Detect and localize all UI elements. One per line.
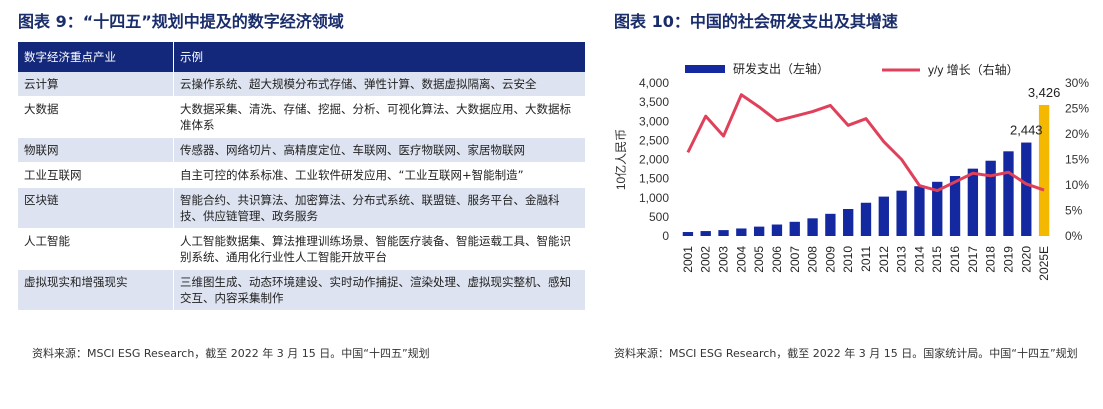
bar bbox=[949, 176, 961, 236]
bar bbox=[1003, 151, 1014, 236]
examples-cell: 传感器、网络切片、高精度定位、车联网、医疗物联网、家居物联网 bbox=[173, 137, 585, 163]
y-tick-label: 1,500 bbox=[639, 172, 669, 186]
bar bbox=[843, 208, 854, 236]
y2-tick-label: 25% bbox=[1065, 102, 1089, 116]
legend-label-bar: 研发支出（左轴） bbox=[733, 61, 829, 76]
x-tick-label: 2004 bbox=[734, 246, 748, 273]
examples-cell: 大数据采集、清洗、存储、挖掘、分析、可视化算法、大数据应用、大数据标准体系 bbox=[173, 96, 585, 138]
legend-swatch-bar bbox=[685, 65, 725, 73]
industry-cell: 人工智能 bbox=[18, 228, 174, 270]
examples-cell: 智能合约、共识算法、加密算法、分布式系统、联盟链、服务平台、金融科技、供应链管理… bbox=[173, 187, 585, 229]
x-tick-label: 2019 bbox=[1001, 246, 1015, 273]
examples-cell: 三维图生成、动态环境建设、实时动作捕捉、渲染处理、虚拟现实整机、感知交互、内容采… bbox=[173, 269, 585, 311]
y2-tick-label: 10% bbox=[1065, 178, 1089, 192]
y2-tick-label: 30% bbox=[1065, 76, 1089, 90]
x-tick-label: 2003 bbox=[717, 246, 731, 273]
left-source-note: 资料来源：MSCI ESG Research，截至 2022 年 3 月 15 … bbox=[32, 347, 430, 360]
x-tick-label: 2006 bbox=[770, 246, 784, 273]
y-axis-label: 10亿人民币 bbox=[613, 129, 628, 190]
x-tick-label: 2010 bbox=[841, 246, 855, 273]
left-figure-title: 图表 9：“十四五”规划中提及的数字经济领域 bbox=[18, 12, 344, 31]
bar bbox=[789, 221, 800, 236]
bar bbox=[860, 202, 872, 236]
x-tick-label: 2002 bbox=[699, 246, 713, 273]
x-tick-label: 2012 bbox=[877, 246, 891, 273]
x-tick-label: 2025E bbox=[1037, 246, 1051, 281]
x-tick-label: 2001 bbox=[681, 246, 695, 273]
bar bbox=[914, 186, 925, 236]
table-row: 工业互联网 自主可控的体系标准、工业软件研发应用、“工业互联网+智能制造” bbox=[18, 162, 585, 188]
industry-cell: 云计算 bbox=[18, 72, 174, 97]
bar bbox=[718, 230, 729, 236]
y-tick-label: 3,000 bbox=[639, 114, 669, 128]
x-tick-label: 2013 bbox=[895, 246, 909, 273]
industry-cell: 工业互联网 bbox=[18, 162, 174, 188]
bar bbox=[967, 168, 979, 236]
digital-economy-table: 数字经济重点产业 示例 云计算 云操作系统、超大规模分布式存储、弹性计算、数据虚… bbox=[18, 42, 585, 311]
bar bbox=[682, 232, 694, 236]
bar bbox=[825, 213, 836, 236]
bar bbox=[1021, 142, 1032, 236]
data-label: 3,426 bbox=[1028, 85, 1061, 100]
bar bbox=[878, 196, 889, 236]
bar bbox=[985, 160, 996, 236]
x-tick-label: 2015 bbox=[930, 246, 944, 273]
legend-label-line: y/y 增长（右轴） bbox=[928, 62, 1019, 77]
x-tick-label: 2014 bbox=[912, 246, 926, 273]
industry-cell: 大数据 bbox=[18, 96, 174, 138]
x-tick-label: 2017 bbox=[966, 246, 980, 273]
y2-tick-label: 15% bbox=[1065, 153, 1089, 167]
table-row: 虚拟现实和增强现实 三维图生成、动态环境建设、实时动作捕捉、渲染处理、虚拟现实整… bbox=[18, 269, 585, 311]
y2-tick-label: 5% bbox=[1065, 204, 1083, 218]
y2-tick-label: 20% bbox=[1065, 127, 1089, 141]
table-row: 物联网 传感器、网络切片、高精度定位、车联网、医疗物联网、家居物联网 bbox=[18, 137, 585, 163]
y-tick-label: 0 bbox=[662, 229, 669, 243]
x-tick-label: 2009 bbox=[823, 246, 837, 273]
industry-cell: 虚拟现实和增强现实 bbox=[18, 269, 174, 311]
x-tick-label: 2018 bbox=[984, 246, 998, 273]
x-tick-label: 2008 bbox=[806, 246, 820, 273]
x-tick-label: 2011 bbox=[859, 246, 873, 272]
y-tick-label: 2,000 bbox=[639, 153, 669, 167]
right-source-note: 资料来源：MSCI ESG Research，截至 2022 年 3 月 15 … bbox=[614, 347, 1078, 360]
header-industry: 数字经济重点产业 bbox=[18, 42, 174, 72]
y-tick-label: 4,000 bbox=[639, 76, 669, 90]
y-tick-label: 1,000 bbox=[639, 191, 669, 205]
industry-cell: 物联网 bbox=[18, 137, 174, 163]
table-row: 大数据 大数据采集、清洗、存储、挖掘、分析、可视化算法、大数据应用、大数据标准体… bbox=[18, 96, 585, 138]
bar bbox=[932, 181, 943, 236]
table-row: 区块链 智能合约、共识算法、加密算法、分布式系统、联盟链、服务平台、金融科技、供… bbox=[18, 187, 585, 229]
y-tick-label: 3,500 bbox=[639, 95, 669, 109]
growth-line bbox=[686, 93, 1045, 193]
header-examples: 示例 bbox=[173, 42, 585, 72]
industry-cell: 区块链 bbox=[18, 187, 174, 229]
right-figure-title: 图表 10：中国的社会研发支出及其增速 bbox=[614, 12, 898, 31]
table-header-row: 数字经济重点产业 示例 bbox=[18, 42, 585, 72]
examples-cell: 自主可控的体系标准、工业软件研发应用、“工业互联网+智能制造” bbox=[173, 162, 585, 188]
examples-cell: 云操作系统、超大规模分布式存储、弹性计算、数据虚拟隔离、云安全 bbox=[173, 72, 585, 97]
table-row: 云计算 云操作系统、超大规模分布式存储、弹性计算、数据虚拟隔离、云安全 bbox=[18, 72, 585, 97]
data-label: 2,443 bbox=[1010, 123, 1043, 138]
bar bbox=[736, 228, 747, 236]
bar bbox=[771, 224, 783, 236]
x-tick-label: 2005 bbox=[752, 246, 766, 273]
bar bbox=[700, 231, 711, 236]
x-tick-label: 2007 bbox=[788, 246, 802, 273]
x-tick-label: 2016 bbox=[948, 246, 962, 273]
rd-spending-chart: 0 500 1,000 1,500 2,000 2,500 3,000 3,500 4,000 0… bbox=[613, 61, 1089, 281]
bar bbox=[1038, 104, 1050, 236]
examples-cell: 人工智能数据集、算法推理训练场景、智能医疗装备、智能运载工具、智能识别系统、通用… bbox=[173, 228, 585, 270]
y-tick-label: 500 bbox=[649, 210, 669, 224]
bar bbox=[896, 190, 907, 236]
bar bbox=[807, 218, 818, 236]
table-row: 人工智能 人工智能数据集、算法推理训练场景、智能医疗装备、智能运载工具、智能识别… bbox=[18, 228, 585, 270]
y2-tick-label: 0% bbox=[1065, 229, 1083, 243]
x-tick-label: 2020 bbox=[1019, 246, 1033, 273]
y-tick-label: 2,500 bbox=[639, 133, 669, 147]
bar bbox=[753, 226, 765, 236]
